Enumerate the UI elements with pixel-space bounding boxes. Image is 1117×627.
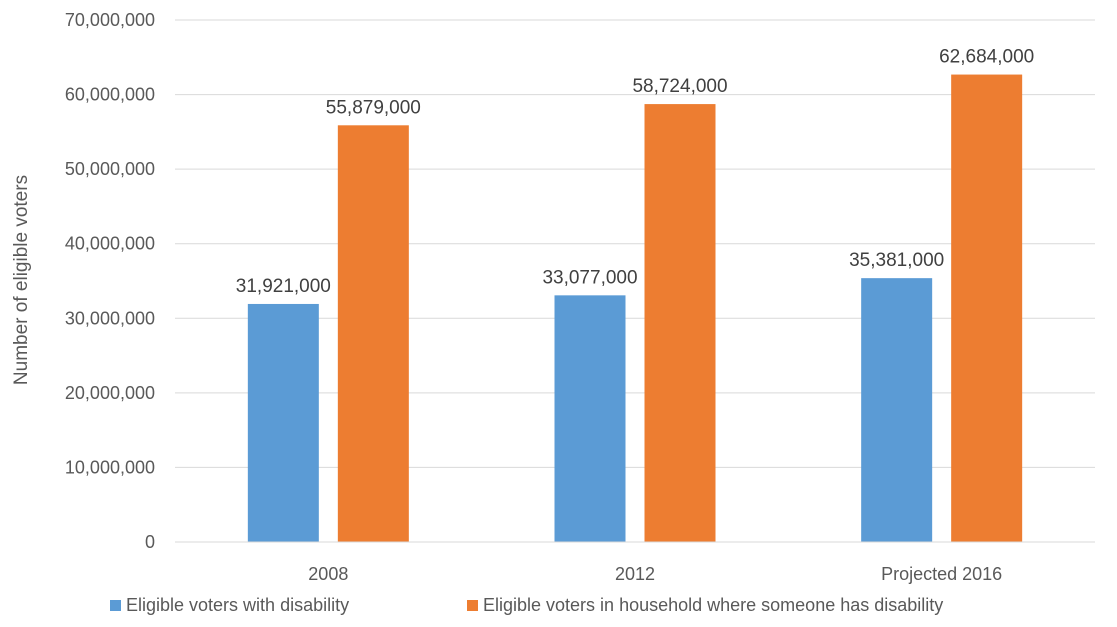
y-tick-label: 50,000,000 bbox=[65, 159, 155, 179]
legend-swatch-1 bbox=[467, 600, 478, 611]
bar-disability-0 bbox=[247, 303, 319, 542]
data-label: 55,879,000 bbox=[326, 97, 421, 118]
legend: Eligible voters with disability Eligible … bbox=[110, 595, 943, 615]
x-axis-ticks: 2008 2012 Projected 2016 bbox=[308, 564, 1002, 584]
bar-household-2 bbox=[951, 74, 1023, 542]
y-tick-label: 60,000,000 bbox=[65, 85, 155, 105]
legend-label-1: Eligible voters in household where someo… bbox=[483, 595, 943, 615]
x-tick-label: 2012 bbox=[615, 564, 655, 584]
data-label: 62,684,000 bbox=[939, 47, 1034, 68]
y-axis-ticks: 0 10,000,000 20,000,000 30,000,000 40,000,00… bbox=[65, 10, 155, 552]
legend-swatch-0 bbox=[110, 600, 121, 611]
legend-label-0: Eligible voters with disability bbox=[126, 595, 349, 615]
x-tick-label: Projected 2016 bbox=[881, 564, 1002, 584]
data-label: 33,077,000 bbox=[542, 267, 637, 288]
bar-disability-2 bbox=[861, 278, 933, 542]
y-tick-label: 30,000,000 bbox=[65, 308, 155, 328]
data-label: 31,921,000 bbox=[236, 276, 331, 297]
bar-disability-1 bbox=[554, 295, 626, 542]
y-tick-label: 40,000,000 bbox=[65, 234, 155, 254]
data-labels: 31,921,000 55,879,000 33,077,000 58,724,000… bbox=[236, 47, 1034, 297]
bar-household-1 bbox=[644, 104, 716, 543]
y-tick-label: 0 bbox=[145, 532, 155, 552]
data-label: 35,381,000 bbox=[849, 250, 944, 271]
y-tick-label: 70,000,000 bbox=[65, 10, 155, 30]
x-tick-label: 2008 bbox=[308, 564, 348, 584]
data-label: 58,724,000 bbox=[632, 76, 727, 97]
y-tick-label: 10,000,000 bbox=[65, 457, 155, 477]
bars bbox=[247, 74, 1023, 543]
y-axis-label: Number of eligible voters bbox=[11, 175, 32, 385]
gridlines bbox=[175, 19, 1095, 468]
bar-household-0 bbox=[337, 125, 409, 543]
y-tick-label: 20,000,000 bbox=[65, 383, 155, 403]
